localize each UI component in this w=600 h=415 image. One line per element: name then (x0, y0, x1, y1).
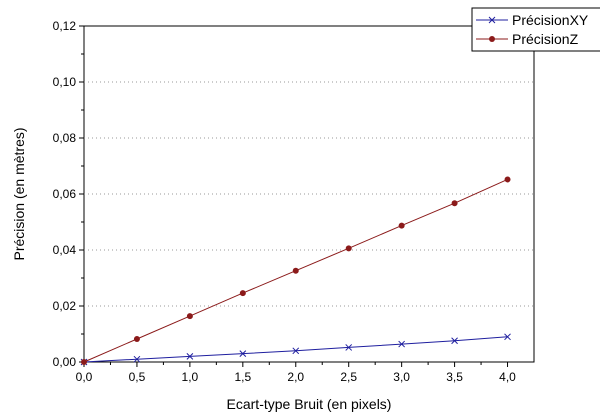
series-line-1 (83, 336, 508, 363)
y-tick-label: 0,00 (53, 355, 77, 369)
data-point-xy (186, 353, 194, 360)
x-tick-label: 4,0 (499, 370, 516, 384)
y-axis-title: Précision (en mètres) (11, 127, 27, 260)
data-point-z (239, 290, 246, 297)
y-tick-label: 0,10 (53, 75, 77, 89)
x-tick-label: 0,0 (76, 370, 93, 384)
data-point-xy (504, 333, 511, 341)
legend: PrécisionXY PrécisionZ (471, 7, 600, 52)
x-tick-label: 3,0 (393, 370, 410, 384)
data-point-z (186, 313, 193, 320)
data-point-xy (451, 337, 458, 345)
data-point-z (504, 176, 511, 183)
data-point-xy (239, 350, 247, 357)
legend-marker (489, 36, 495, 42)
y-tick-label: 0,02 (53, 299, 77, 313)
y-tick-label: 0,06 (53, 187, 77, 201)
x-tick-label: 3,5 (446, 370, 463, 384)
legend-box (471, 7, 600, 52)
x-tick-label: 1,5 (234, 370, 251, 384)
series-layer (80, 176, 511, 366)
data-point-z (292, 267, 299, 274)
x-tick-label: 0,5 (129, 370, 146, 384)
data-point-xy (292, 347, 300, 355)
y-tick-label: 0,12 (53, 19, 77, 33)
y-tick-label: 0,04 (53, 243, 77, 257)
legend-marker (488, 16, 496, 24)
x-tick-label: 1,0 (182, 370, 199, 384)
legend-label: PrécisionZ (512, 31, 579, 47)
data-point-z (81, 359, 87, 365)
data-point-z (451, 200, 458, 207)
x-tick-label: 2,5 (340, 370, 357, 384)
axis-ticks: 0,00 0,02 0,04 0,06 0,08 0,10 0,12 0,0 0,5 1,0 1,5… (53, 19, 517, 384)
legend-label: PrécisionXY (512, 12, 589, 28)
grid-lines (84, 81, 534, 307)
y-tick-label: 0,08 (53, 131, 77, 145)
data-point-z (133, 336, 140, 343)
data-point-z (345, 245, 352, 252)
data-point-xy (133, 355, 141, 363)
data-point-z (398, 222, 405, 229)
x-tick-label: 2,0 (287, 370, 304, 384)
data-point-xy (398, 340, 406, 348)
data-point-xy (345, 344, 353, 351)
x-axis-title: Ecart-type Bruit (en pixels) (227, 396, 392, 412)
